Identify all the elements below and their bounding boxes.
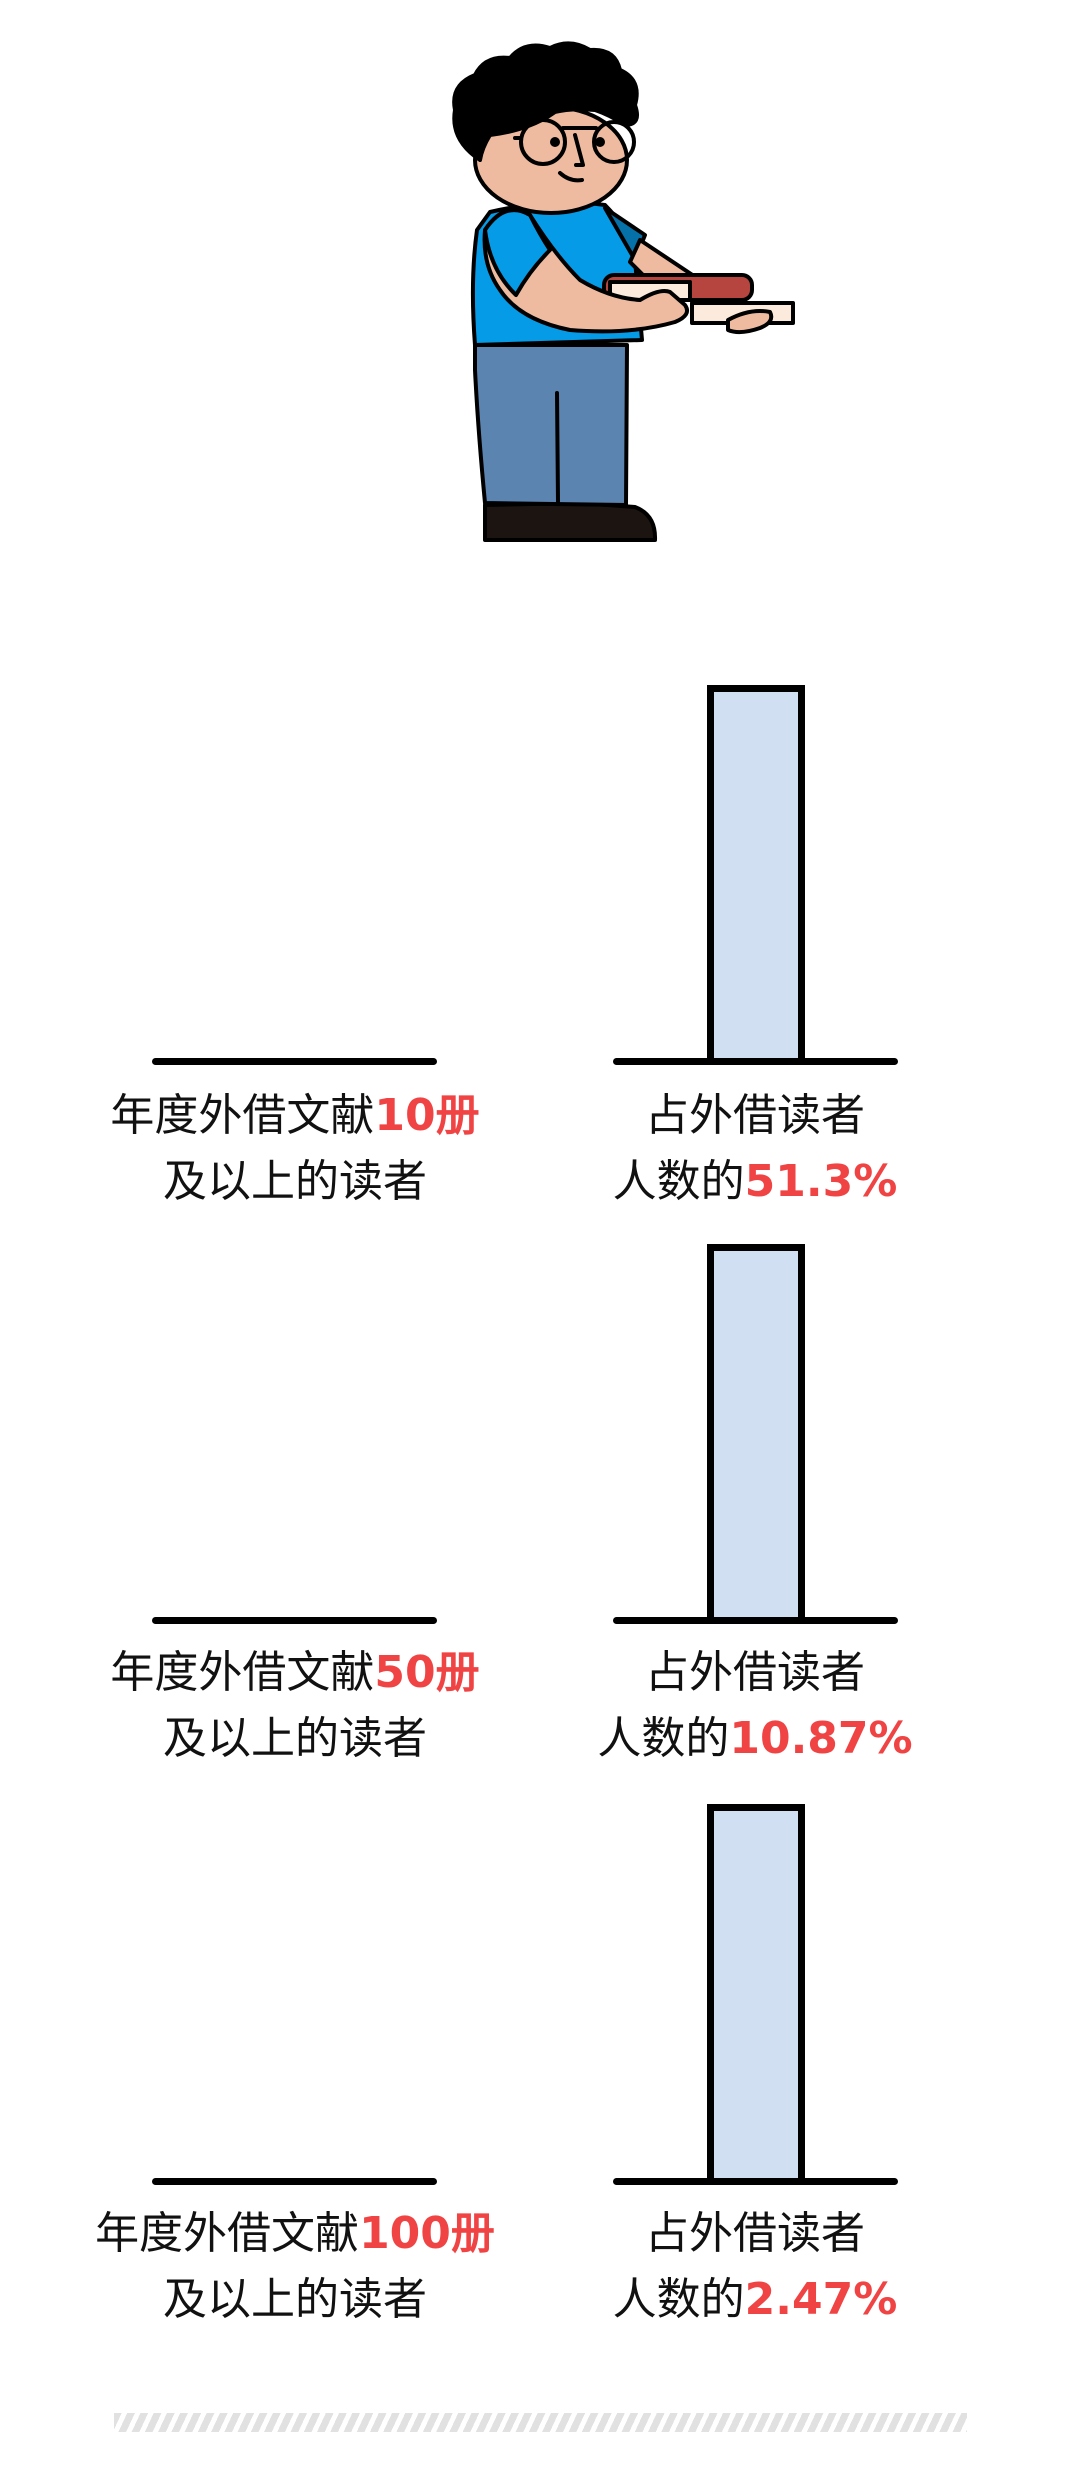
label-text: 人数的	[612, 2274, 745, 2325]
pants	[473, 343, 629, 507]
threshold-value: 50册	[374, 1647, 480, 1698]
baseline-right	[613, 1617, 898, 1624]
stat-block-100: 年度外借文献100册 及以上的读者 占外借读者 人数的2.47%	[0, 0, 1080, 2325]
label-text: 年度外借文献	[110, 1647, 375, 1698]
label-text: 年度外借文献	[110, 1090, 375, 1141]
baseline-right	[613, 2178, 898, 2185]
reader-holding-books-illustration	[452, 41, 795, 542]
baseline-left	[152, 1058, 437, 1065]
threshold-value: 10册	[374, 1090, 480, 1141]
hair	[452, 41, 639, 162]
baseline-right	[613, 1058, 898, 1065]
label-text: 占外借读者	[645, 1647, 865, 1698]
stat-block-10: 年度外借文献10册 及以上的读者 占外借读者 人数的51.3%	[0, 0, 1080, 1207]
label-text: 占外借读者	[645, 1090, 865, 1141]
threshold-label: 年度外借文献50册 及以上的读者	[60, 1640, 530, 1772]
percentage-bar	[707, 1244, 805, 1620]
label-text: 年度外借文献	[95, 2208, 360, 2259]
stat-block-50: 年度外借文献50册 及以上的读者 占外借读者 人数的10.87%	[0, 0, 1080, 1764]
percentage-label: 占外借读者 人数的10.87%	[520, 1640, 990, 1772]
label-text: 及以上的读者	[163, 1713, 427, 1764]
label-text: 及以上的读者	[163, 2274, 427, 2325]
shoes	[483, 501, 658, 542]
percentage-value: 2.47%	[744, 2274, 898, 2325]
decorative-stripe-divider	[114, 2413, 967, 2432]
label-text: 及以上的读者	[163, 1156, 427, 1207]
threshold-label: 年度外借文献10册 及以上的读者	[60, 1083, 530, 1215]
percentage-bar	[707, 1804, 805, 2180]
percentage-value: 10.87%	[729, 1713, 913, 1764]
threshold-label: 年度外借文献100册 及以上的读者	[60, 2201, 530, 2333]
baseline-left	[152, 2178, 437, 2185]
percentage-value: 51.3%	[744, 1156, 898, 1207]
baseline-left	[152, 1617, 437, 1624]
percentage-bar	[707, 685, 805, 1061]
percentage-label: 占外借读者 人数的51.3%	[520, 1083, 990, 1215]
label-text: 占外借读者	[645, 2208, 865, 2259]
percentage-label: 占外借读者 人数的2.47%	[520, 2201, 990, 2333]
label-text: 人数的	[612, 1156, 745, 1207]
label-text: 人数的	[597, 1713, 730, 1764]
threshold-value: 100册	[359, 2208, 495, 2259]
